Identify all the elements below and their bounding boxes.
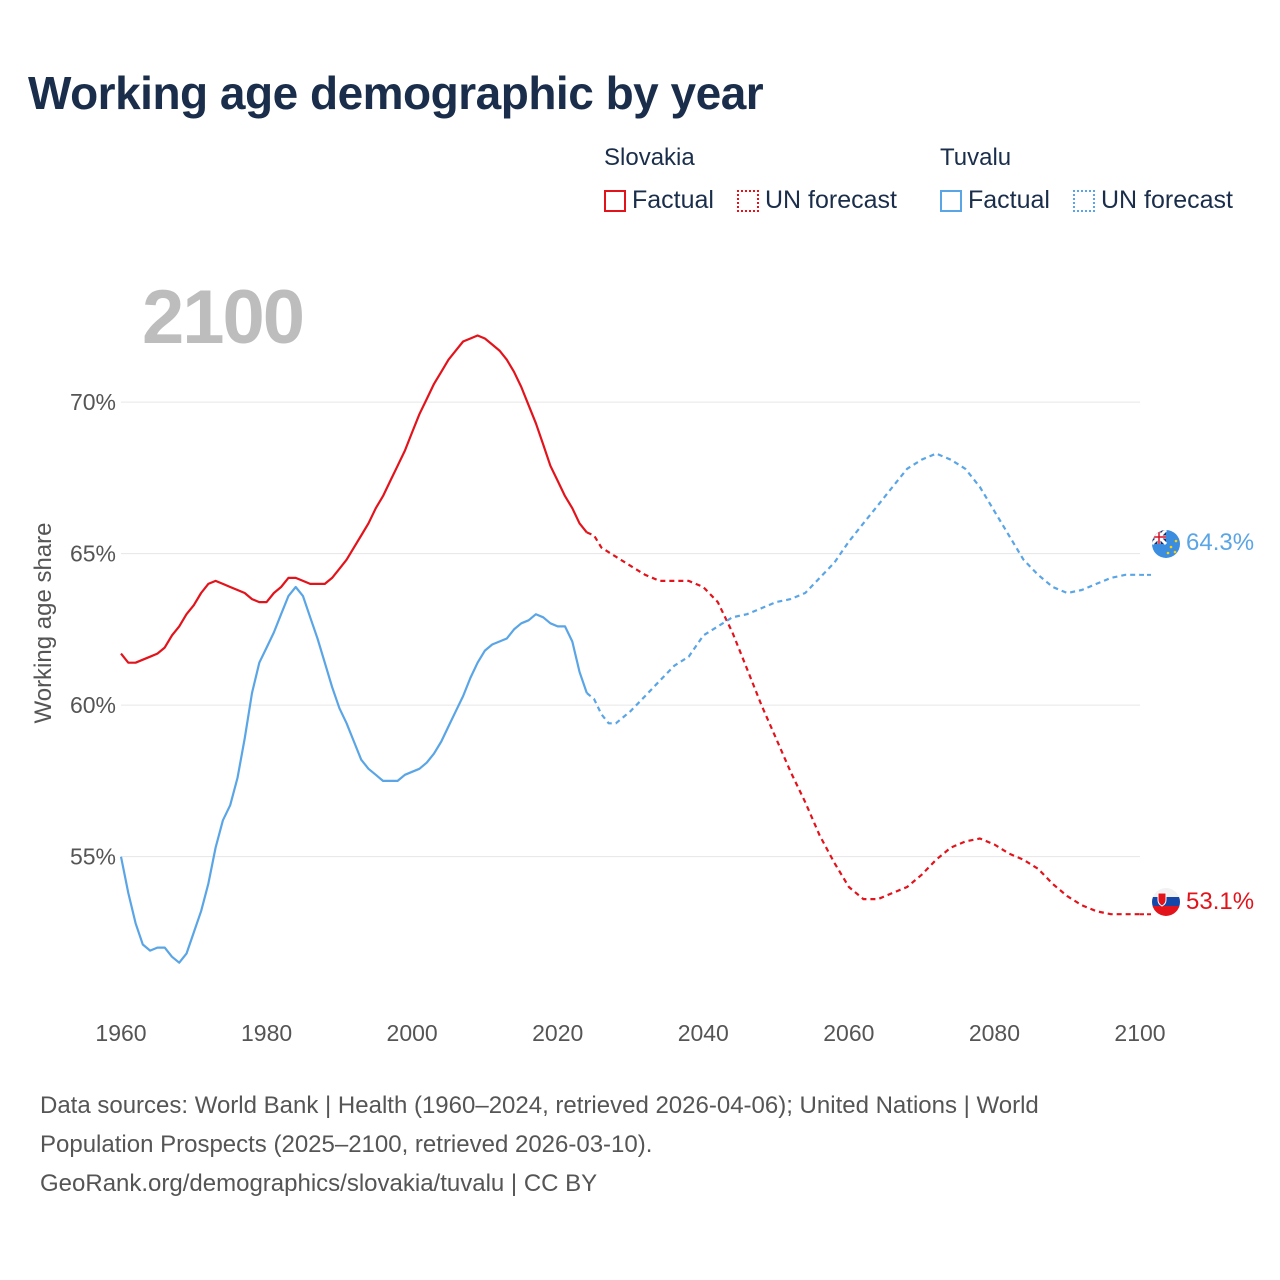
tuvalu-forecast-line [586,452,1140,725]
x-tick-label: 1980 [241,1020,292,1046]
slovakia-forecast-line [586,531,1140,916]
legend-swatch-solid-icon [940,189,962,212]
tuvalu-flag-icon [1152,530,1180,558]
legend-label: UN forecast [1101,186,1233,214]
y-tick-label: 55% [70,844,116,870]
tuvalu-end-value-label: 64.3% [1186,529,1254,556]
y-axis-label: Working age share [30,523,57,724]
legend-item-tuvalu-forecast[interactable]: UN forecast [1073,186,1233,215]
footer-source-link[interactable]: GeoRank.org/demographics/slovakia/tuvalu… [40,1170,598,1197]
slovakia-end-value-label: 53.1% [1186,888,1254,915]
legend-swatch-solid-icon [604,189,626,212]
footer-sources: Data sources: World Bank | Health (1960–… [40,1086,1240,1203]
legend-swatch-dotted-icon [737,189,759,212]
legend-label: UN forecast [765,186,897,214]
y-tick-label: 60% [70,692,116,718]
legend-label: Factual [968,186,1050,214]
x-tick-label: 2100 [1114,1020,1165,1046]
slovakia-flag-icon [1152,888,1180,916]
legend-group-tuvalu: Tuvalu [940,144,1012,171]
slovakia-factual-line [120,334,588,664]
legend-label: Factual [632,186,714,214]
footer-line: Data sources: World Bank | Health (1960–… [40,1092,1039,1119]
x-tick-label: 1960 [95,1020,146,1046]
legend-item-tuvalu-factual[interactable]: Factual [940,186,1050,215]
legend-item-slovakia-factual[interactable]: Factual [604,186,714,215]
x-tick-label: 2000 [387,1020,438,1046]
line-chart: 2100 Working age share 55% 60% 65% 70% 1960 1… [30,275,1254,1046]
x-tick-label: 2040 [678,1020,729,1046]
legend-group-slovakia: Slovakia [604,144,695,171]
y-tick-label: 70% [70,389,116,415]
legend-item-slovakia-forecast[interactable]: UN forecast [737,186,897,215]
footer-line: Population Prospects (2025–2100, retriev… [40,1131,653,1158]
x-tick-label: 2060 [823,1020,874,1046]
x-tick-label: 2080 [969,1020,1020,1046]
y-tick-label: 65% [70,541,116,567]
x-tick-label: 2020 [532,1020,583,1046]
legend-swatch-dotted-icon [1073,189,1095,212]
chart-title: Working age demographic by year [28,67,764,119]
year-watermark: 2100 [142,275,303,360]
tuvalu-factual-line [119,585,588,964]
